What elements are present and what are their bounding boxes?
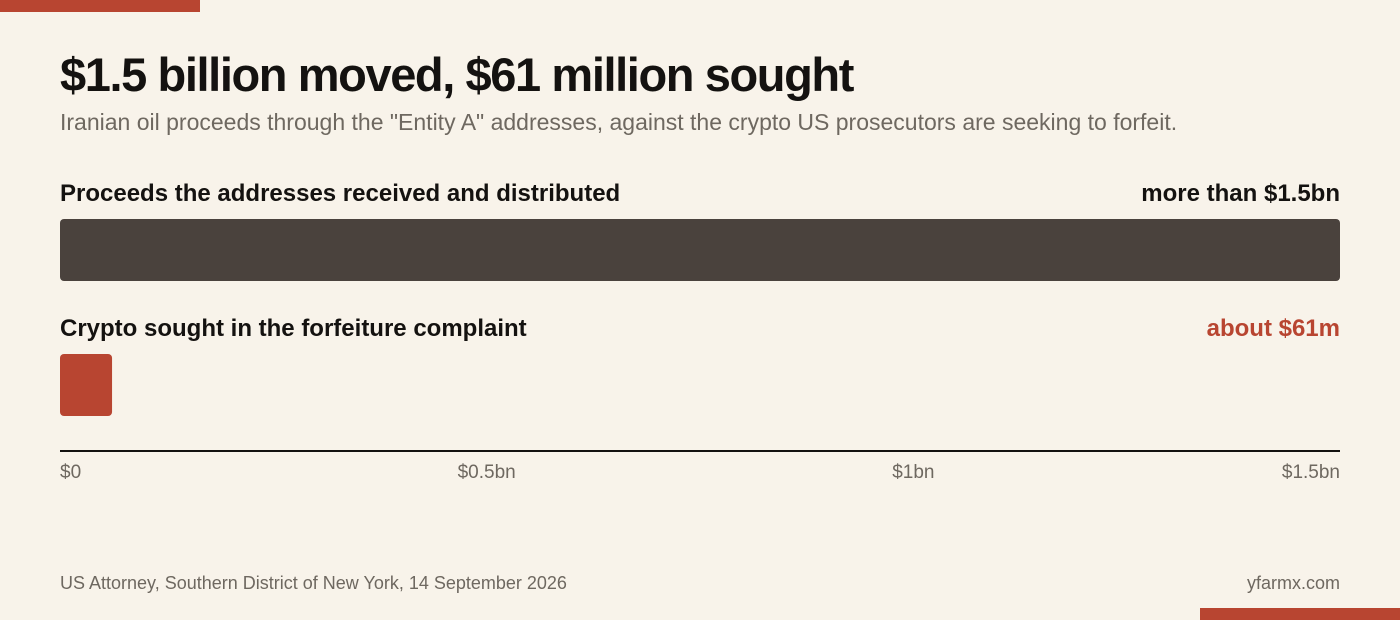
bar-proceeds — [60, 219, 1340, 281]
x-tick-label: $0.5bn — [458, 462, 516, 483]
accent-bar-top — [0, 0, 200, 12]
chart-title: $1.5 billion moved, $61 million sought — [60, 48, 854, 101]
bar-crypto-sought — [60, 354, 113, 416]
x-tick-label: $1bn — [892, 462, 934, 483]
accent-bar-bottom — [1200, 608, 1400, 620]
x-tick-label: $1.5bn — [1282, 462, 1340, 483]
bar-label-crypto-sought: Crypto sought in the forfeiture complain… — [60, 315, 527, 342]
source-note: US Attorney, Southern District of New Yo… — [60, 573, 567, 593]
x-tick-label: $0 — [60, 462, 81, 483]
site-credit: yfarmx.com — [1246, 573, 1340, 593]
chart-subtitle: Iranian oil proceeds through the "Entity… — [60, 109, 1178, 135]
bar-value-label-crypto-sought: about $61m — [1206, 315, 1340, 342]
bar-label-proceeds: Proceeds the addresses received and dist… — [60, 180, 621, 207]
bar-chart: $0 $0.5bn $1bn $1.5bn — [60, 219, 1340, 483]
bar-value-label-proceeds: more than $1.5bn — [1141, 180, 1340, 207]
